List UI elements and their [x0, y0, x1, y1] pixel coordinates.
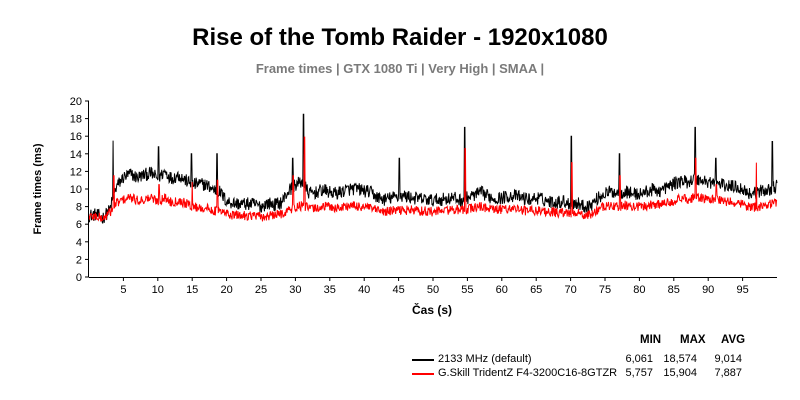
y-tick-label: 8: [76, 202, 82, 214]
legend-stat-max: 15,904: [663, 367, 697, 379]
y-tick-label: 14: [70, 149, 82, 161]
legend-stat-min: 6,061: [625, 353, 653, 365]
x-tick-label: 90: [702, 284, 714, 296]
legend-stat-max: 18,574: [663, 353, 697, 365]
series-layer: [88, 113, 778, 224]
legend-stat-avg: 9,014: [714, 353, 742, 365]
y-tick-label: 12: [70, 166, 82, 178]
x-tick-label: 15: [186, 284, 198, 296]
legend-series-name: G.Skill TridentZ F4-3200C16-8GTZR: [438, 367, 618, 379]
x-tick-label: 95: [736, 284, 748, 296]
legend-series-name: 2133 MHz (default): [438, 353, 532, 365]
legend-stat-min: 5,757: [625, 367, 653, 379]
legend-swatch-red: [412, 373, 434, 375]
y-tick-label: 2: [76, 254, 82, 266]
y-axis-ticks: 0 2 4 6 8 10 12 14 16 18 20: [70, 96, 89, 284]
legend-header-max: MAX: [680, 334, 706, 346]
y-tick-label: 6: [76, 219, 82, 231]
x-tick-label: 75: [599, 284, 611, 296]
x-tick-label: 35: [324, 284, 336, 296]
x-tick-label: 30: [289, 284, 301, 296]
x-tick-label: 20: [220, 284, 232, 296]
x-tick-label: 80: [633, 284, 645, 296]
x-tick-label: 50: [427, 284, 439, 296]
y-tick-label: 4: [76, 237, 82, 249]
chart-title: Rise of the Tomb Raider - 1920x1080: [192, 24, 608, 51]
x-tick-label: 25: [255, 284, 267, 296]
x-tick-label: 45: [392, 284, 404, 296]
x-tick-label: 65: [530, 284, 542, 296]
series-line-2133mhz: [88, 113, 778, 224]
x-tick-label: 40: [358, 284, 370, 296]
y-tick-label: 0: [76, 272, 82, 284]
y-tick-label: 16: [70, 131, 82, 143]
x-tick-label: 5: [120, 284, 126, 296]
legend-header-min: MIN: [640, 334, 662, 346]
y-tick-label: 18: [70, 114, 82, 126]
series-line-gskill: [88, 136, 778, 222]
y-axis-label: Frame times (ms): [32, 143, 44, 234]
x-axis-label: Čas (s): [412, 302, 452, 317]
chart-subtitle: Frame times | GTX 1080 Ti | Very High | …: [255, 61, 545, 76]
legend-swatch-black: [412, 359, 434, 361]
y-tick-label: 20: [70, 96, 82, 108]
x-axis-ticks: 5 10 15 20 25 30 35 40 45 50 55 60 65 70 75 80 85 90 95: [120, 277, 749, 296]
x-tick-label: 85: [668, 284, 680, 296]
x-tick-label: 55: [461, 284, 473, 296]
y-tick-label: 10: [70, 184, 82, 196]
x-tick-label: 10: [152, 284, 164, 296]
legend-header-avg: AVG: [721, 334, 746, 346]
x-tick-label: 60: [496, 284, 508, 296]
legend-stat-avg: 7,887: [714, 367, 742, 379]
x-tick-label: 70: [564, 284, 576, 296]
